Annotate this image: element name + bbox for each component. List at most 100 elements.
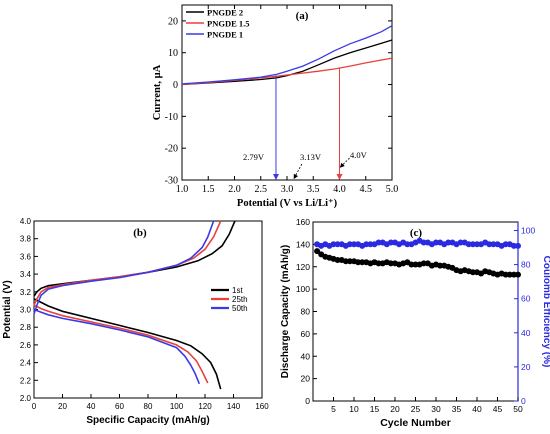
y-tick-label-c: 120 bbox=[296, 262, 310, 272]
efficiency-point-c bbox=[404, 241, 411, 248]
x-tick-label-c: 50 bbox=[513, 404, 523, 414]
y-tick-label-a: -10 bbox=[165, 112, 178, 123]
onset-arrow-black bbox=[293, 163, 303, 180]
capacity-point-c bbox=[506, 271, 513, 278]
efficiency-point-c bbox=[420, 239, 427, 246]
y2-tick-label-c: 100 bbox=[521, 226, 535, 236]
efficiency-point-c bbox=[445, 239, 452, 246]
capacity-point-c bbox=[375, 260, 382, 267]
x-tick-label-c: 45 bbox=[493, 404, 503, 414]
capacity-point-c bbox=[510, 271, 517, 278]
x-axis-label-b: Specific Capacity (mAh/g) bbox=[86, 415, 209, 426]
y2-tick-label-c: 20 bbox=[521, 362, 531, 372]
efficiency-point-c bbox=[486, 241, 493, 248]
x-tick-label-a: 2.0 bbox=[228, 184, 241, 195]
x-axis-label-c: Cycle Number bbox=[380, 417, 451, 429]
x-tick-label-c: 10 bbox=[349, 404, 359, 414]
charge-curve-b bbox=[33, 220, 215, 315]
efficiency-point-c bbox=[351, 241, 357, 248]
x-tick-label-c: 20 bbox=[390, 404, 400, 414]
plot-frame-b bbox=[33, 220, 263, 399]
efficiency-point-c bbox=[469, 241, 476, 248]
efficiency-point-c bbox=[457, 239, 464, 246]
efficiency-point-c bbox=[334, 241, 341, 248]
x-tick-label-a: 5.0 bbox=[386, 184, 399, 195]
efficiency-point-c bbox=[490, 241, 497, 248]
y-tick-label-c: 140 bbox=[296, 239, 310, 249]
y-tick-label-c: 100 bbox=[296, 284, 310, 294]
x-tick-label-a: 4.0 bbox=[333, 184, 346, 195]
panel-a-chart: 1.0 1.5 2.0 2.5 3.0 3.5 4.0 4.5 5.0 -30 -20 -10 0 10 2… bbox=[152, 4, 399, 209]
legend-label-b: 50th bbox=[232, 304, 248, 313]
y-tick-label-a: 0 bbox=[173, 80, 178, 91]
x-tick-label-b: 80 bbox=[144, 402, 153, 411]
panel-b-chart: 0 20 40 60 80 100 120 140 160 2.0 2.2 2.4 2.6 2.8 3.0 3… bbox=[2, 217, 269, 426]
annotation-red: 4.0V bbox=[350, 150, 368, 160]
capacity-point-c bbox=[359, 259, 366, 266]
efficiency-point-c bbox=[502, 241, 509, 248]
annotation-black: 3.13V bbox=[300, 152, 322, 162]
legend-label-a: PNGDE 1 bbox=[207, 30, 243, 40]
efficiency-point-c bbox=[465, 241, 472, 248]
panel-c-chart: 5 10 15 20 25 30 35 40 45 50020406080100120140160… bbox=[280, 217, 550, 429]
y-tick-label-b: 4.0 bbox=[20, 217, 32, 226]
y-axis-label-b: Potential (V) bbox=[2, 280, 13, 338]
x-tick-label-b: 100 bbox=[170, 402, 184, 411]
y-tick-label-b: 3.8 bbox=[20, 235, 32, 244]
x-tick-label-a: 3.5 bbox=[307, 184, 320, 195]
x-tick-label-c: 25 bbox=[411, 404, 421, 414]
y-tick-label-b: 2.8 bbox=[20, 323, 32, 332]
y2-tick-label-c: 60 bbox=[521, 294, 531, 304]
efficiency-point-c bbox=[515, 242, 521, 249]
capacity-point-c bbox=[355, 259, 362, 266]
series-line-a bbox=[181, 25, 393, 85]
y-axis-label-a: Current, µA bbox=[152, 64, 163, 120]
y-tick-label-b: 2.6 bbox=[20, 341, 32, 350]
capacity-point-c bbox=[515, 271, 521, 278]
y2-tick-label-c: 80 bbox=[521, 260, 531, 270]
x-tick-label-a: 2.5 bbox=[255, 184, 268, 195]
legend-label-a: PNGDE 2 bbox=[207, 8, 243, 18]
efficiency-point-c bbox=[367, 241, 374, 248]
discharge-curve-b bbox=[33, 308, 201, 385]
efficiency-point-c bbox=[330, 241, 337, 248]
capacity-point-c bbox=[346, 258, 353, 265]
y-tick-label-c: 160 bbox=[296, 217, 310, 227]
y-tick-label-a: 10 bbox=[168, 48, 178, 59]
capacity-point-c bbox=[408, 261, 415, 268]
legend-label-a: PNGDE 1.5 bbox=[207, 19, 250, 29]
x-tick-label-c: 40 bbox=[472, 404, 482, 414]
discharge-curve-b bbox=[33, 304, 209, 384]
efficiency-point-c bbox=[346, 241, 353, 248]
x-tick-label-b: 0 bbox=[32, 402, 37, 411]
capacity-point-c bbox=[387, 260, 394, 267]
panel-label-b: (b) bbox=[133, 227, 147, 239]
x-tick-label-b: 20 bbox=[58, 402, 67, 411]
plot-frame-c bbox=[312, 221, 519, 402]
x-tick-label-b: 60 bbox=[115, 402, 124, 411]
y-tick-label-a: -30 bbox=[165, 176, 178, 187]
capacity-point-c bbox=[342, 258, 349, 265]
capacity-point-c bbox=[334, 257, 341, 263]
x-tick-label-c: 30 bbox=[431, 404, 441, 414]
x-tick-label-a: 3.0 bbox=[281, 184, 294, 195]
x-tick-label-b: 120 bbox=[198, 402, 212, 411]
capacity-point-c bbox=[437, 262, 444, 269]
panel-label-a: (a) bbox=[296, 10, 309, 22]
y-tick-label-c: 60 bbox=[301, 329, 311, 339]
legend-label-b: 1st bbox=[232, 286, 243, 295]
y-tick-label-a: -20 bbox=[165, 144, 178, 155]
x-tick-label-b: 40 bbox=[87, 402, 96, 411]
x-tick-label-b: 140 bbox=[227, 402, 241, 411]
panel-label-c: (c) bbox=[410, 227, 423, 239]
efficiency-point-c bbox=[363, 241, 370, 248]
y-tick-label-b: 3.0 bbox=[20, 306, 32, 315]
capacity-point-c bbox=[314, 248, 321, 255]
y-tick-label-b: 2.2 bbox=[20, 376, 32, 385]
capacity-point-c bbox=[420, 260, 427, 267]
efficiency-point-c bbox=[433, 239, 439, 246]
y-tick-label-b: 3.6 bbox=[20, 252, 32, 261]
y-tick-label-b: 3.4 bbox=[20, 270, 32, 279]
y-tick-label-c: 40 bbox=[301, 351, 311, 361]
capacity-point-c bbox=[469, 269, 476, 276]
